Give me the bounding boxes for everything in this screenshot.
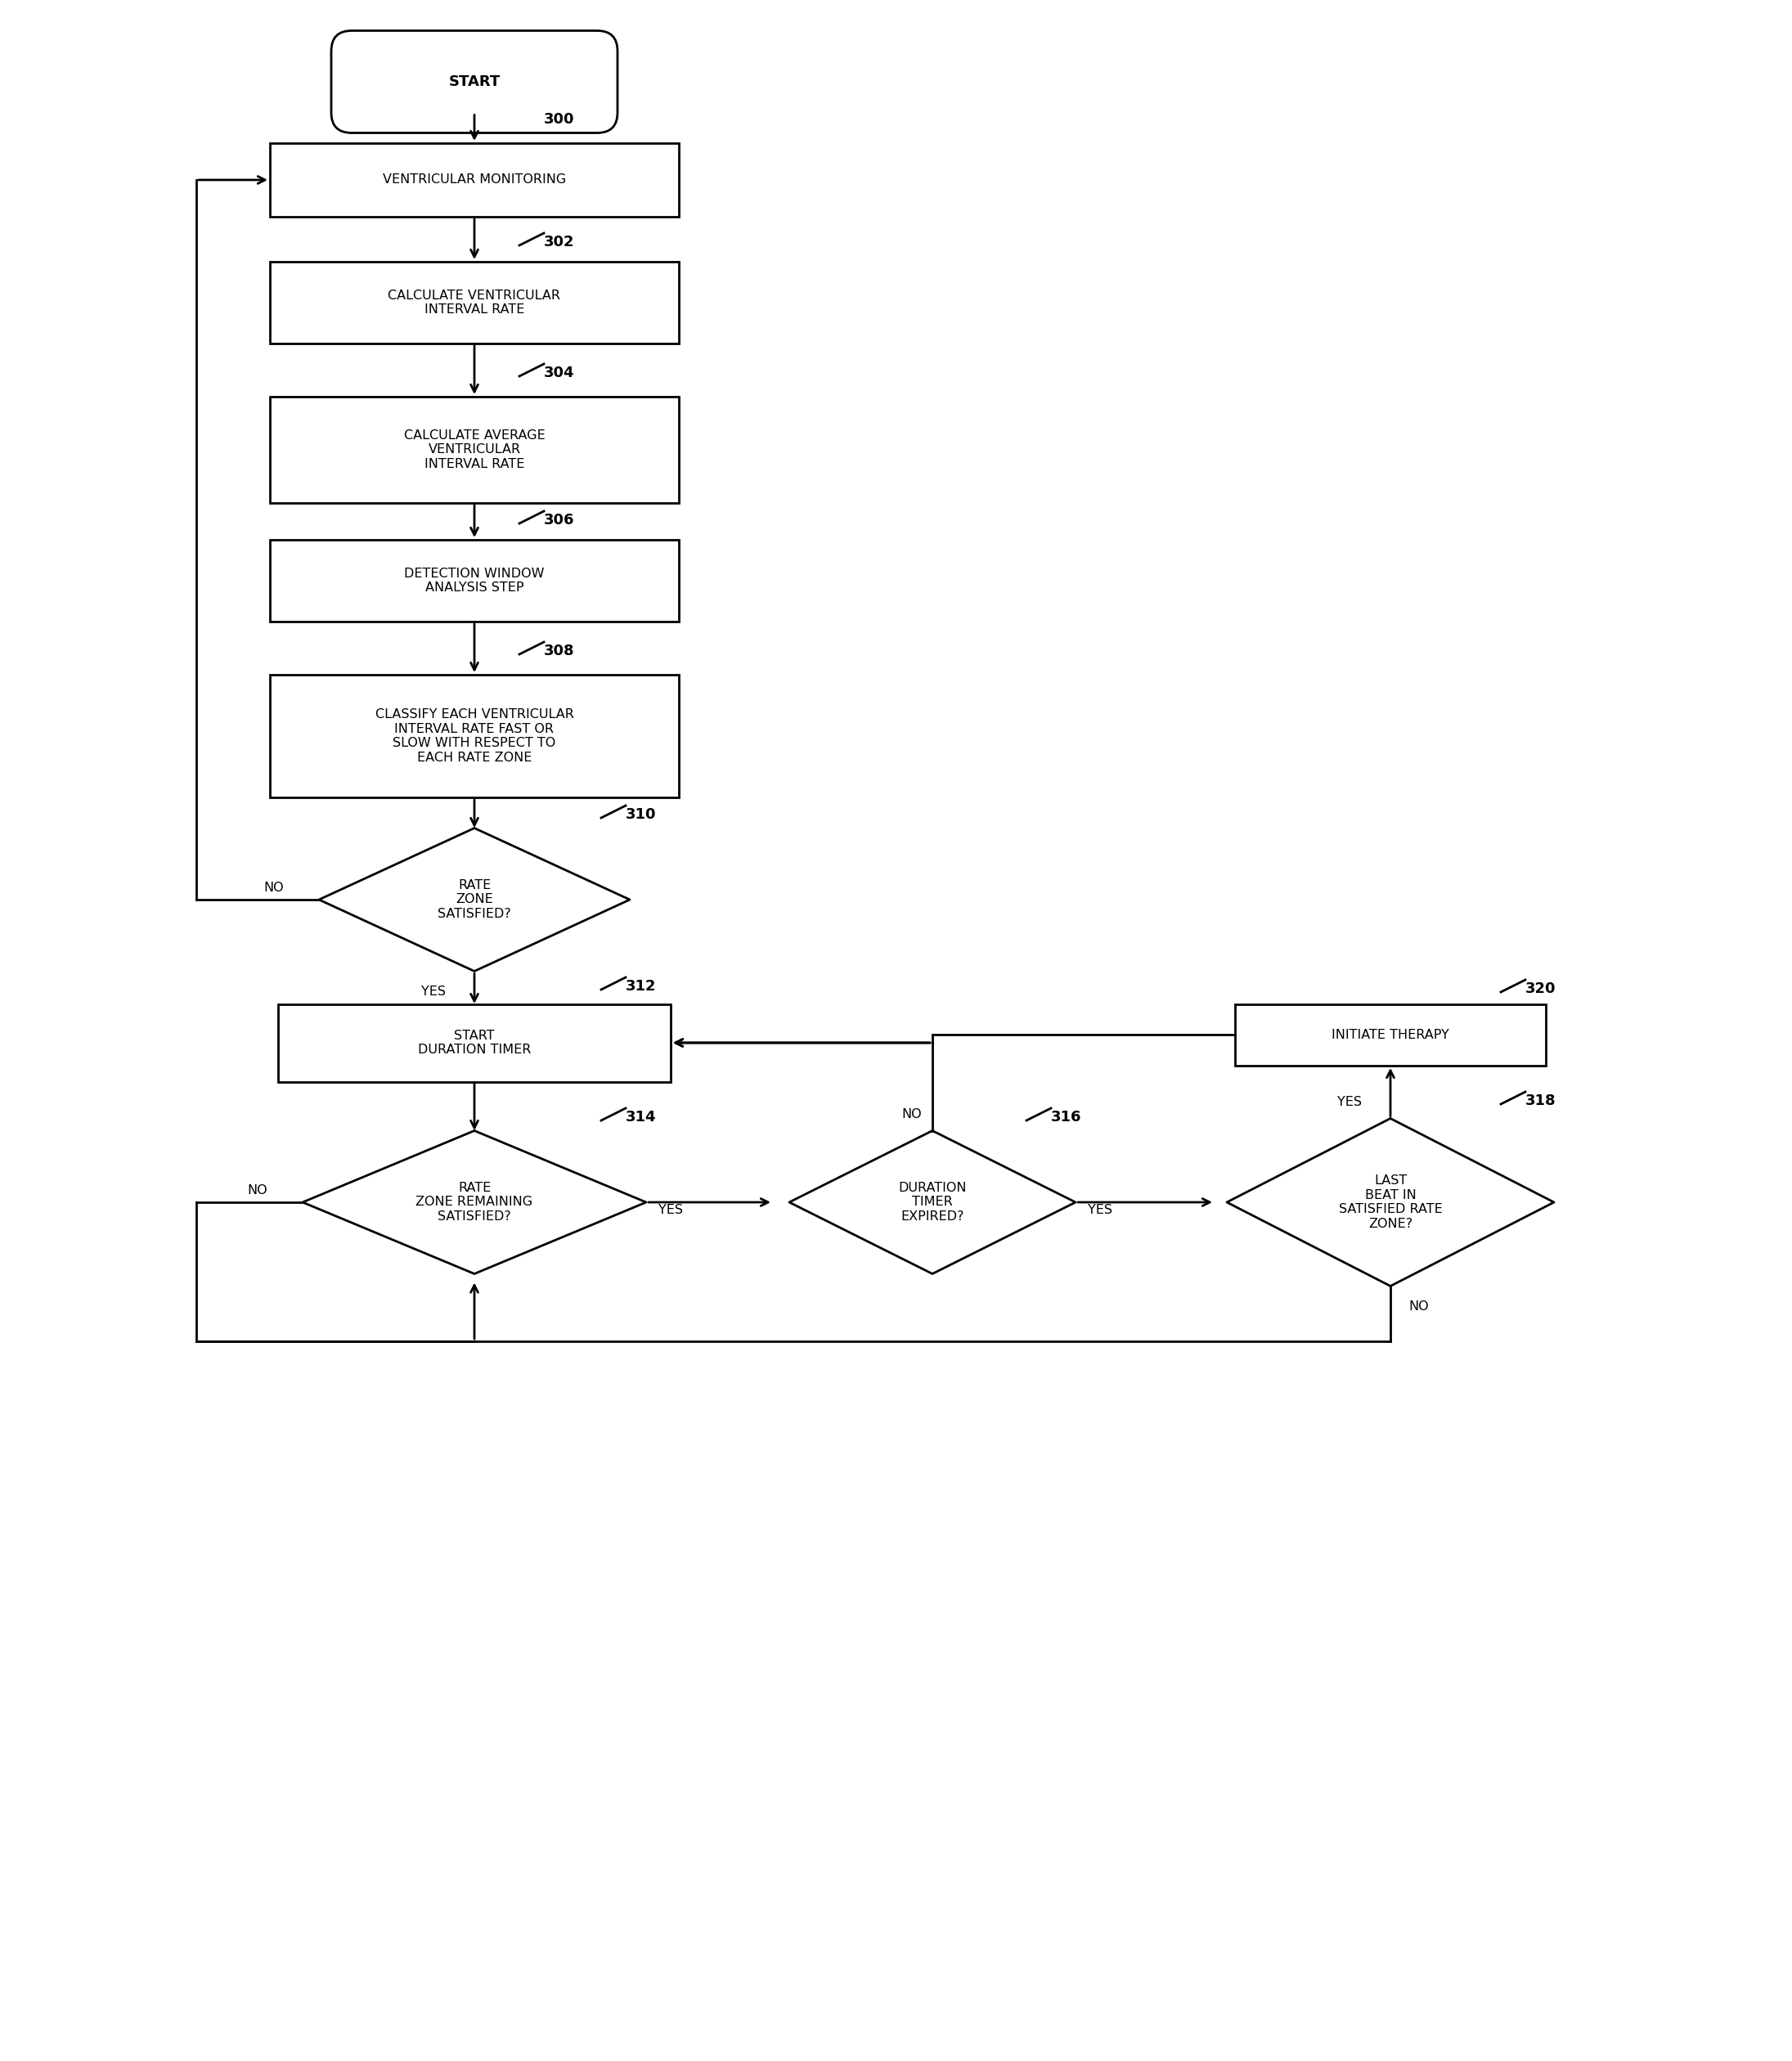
Text: CLASSIFY EACH VENTRICULAR
INTERVAL RATE FAST OR
SLOW WITH RESPECT TO
EACH RATE Z: CLASSIFY EACH VENTRICULAR INTERVAL RATE … — [375, 709, 573, 763]
Polygon shape — [788, 1131, 1075, 1274]
Text: YES: YES — [658, 1204, 683, 1216]
FancyBboxPatch shape — [271, 142, 679, 216]
FancyBboxPatch shape — [278, 1004, 670, 1082]
Text: NO: NO — [901, 1109, 923, 1121]
Text: VENTRICULAR MONITORING: VENTRICULAR MONITORING — [383, 173, 566, 185]
Text: 302: 302 — [545, 235, 575, 249]
Polygon shape — [1228, 1119, 1554, 1286]
Text: 314: 314 — [625, 1109, 656, 1125]
FancyBboxPatch shape — [271, 396, 679, 503]
Text: RATE
ZONE REMAINING
SATISFIED?: RATE ZONE REMAINING SATISFIED? — [416, 1181, 532, 1222]
Text: YES: YES — [1337, 1096, 1362, 1109]
Text: 318: 318 — [1525, 1094, 1555, 1109]
Text: DURATION
TIMER
EXPIRED?: DURATION TIMER EXPIRED? — [898, 1181, 966, 1222]
FancyBboxPatch shape — [271, 262, 679, 344]
FancyBboxPatch shape — [271, 540, 679, 622]
Text: NO: NO — [1409, 1300, 1428, 1313]
Text: START
DURATION TIMER: START DURATION TIMER — [418, 1030, 530, 1055]
Text: NO: NO — [247, 1183, 267, 1195]
Text: 306: 306 — [545, 513, 575, 528]
Text: DETECTION WINDOW
ANALYSIS STEP: DETECTION WINDOW ANALYSIS STEP — [405, 567, 545, 594]
Text: 310: 310 — [625, 808, 656, 822]
Text: 312: 312 — [625, 979, 656, 993]
Text: START: START — [448, 74, 500, 89]
Polygon shape — [303, 1131, 647, 1274]
Text: 304: 304 — [545, 365, 575, 381]
Text: NO: NO — [263, 882, 285, 894]
Polygon shape — [319, 829, 629, 971]
Text: INITIATE THERAPY: INITIATE THERAPY — [1331, 1028, 1450, 1041]
FancyBboxPatch shape — [332, 31, 618, 132]
Text: CALCULATE VENTRICULAR
INTERVAL RATE: CALCULATE VENTRICULAR INTERVAL RATE — [389, 289, 561, 315]
Text: 300: 300 — [545, 111, 575, 128]
Text: 308: 308 — [545, 643, 575, 657]
Text: CALCULATE AVERAGE
VENTRICULAR
INTERVAL RATE: CALCULATE AVERAGE VENTRICULAR INTERVAL R… — [403, 429, 545, 470]
FancyBboxPatch shape — [271, 674, 679, 798]
Text: RATE
ZONE
SATISFIED?: RATE ZONE SATISFIED? — [437, 880, 511, 919]
Text: LAST
BEAT IN
SATISFIED RATE
ZONE?: LAST BEAT IN SATISFIED RATE ZONE? — [1339, 1175, 1443, 1230]
FancyBboxPatch shape — [1235, 1004, 1546, 1066]
Text: YES: YES — [421, 985, 446, 998]
Text: 316: 316 — [1050, 1109, 1082, 1125]
Text: 320: 320 — [1525, 981, 1555, 995]
Text: YES: YES — [1088, 1204, 1113, 1216]
